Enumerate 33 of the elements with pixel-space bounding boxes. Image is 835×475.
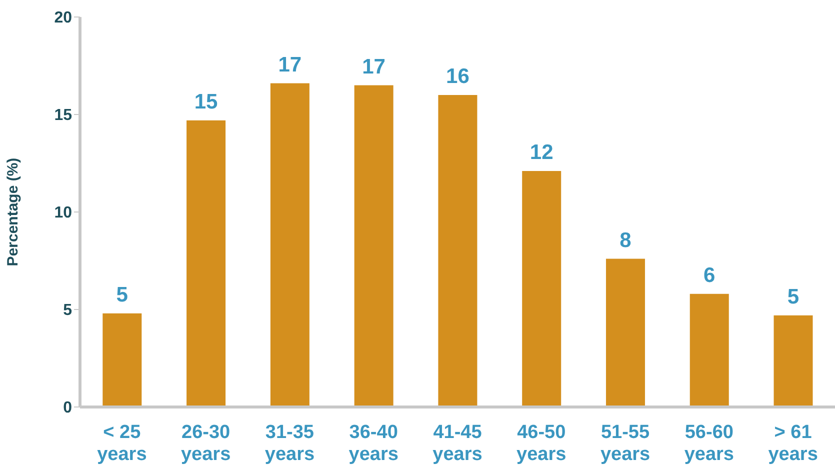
bar bbox=[690, 294, 729, 407]
bar bbox=[102, 313, 142, 407]
y-tick-label: 15 bbox=[54, 107, 72, 124]
data-label: 15 bbox=[194, 90, 218, 114]
x-tick-label: < 25 years bbox=[97, 422, 147, 465]
x-tick-label: 26-30 years bbox=[180, 422, 231, 465]
y-tick-label: 0 bbox=[63, 400, 72, 417]
bar bbox=[438, 95, 478, 407]
data-label: 17 bbox=[278, 53, 302, 76]
x-tick-label: 36-40 years bbox=[348, 422, 398, 465]
data-label: 12 bbox=[530, 141, 554, 164]
bar bbox=[522, 171, 562, 407]
bar bbox=[354, 85, 394, 407]
data-label: 5 bbox=[116, 283, 128, 306]
data-label: 8 bbox=[620, 228, 632, 252]
bar bbox=[606, 258, 645, 407]
bar bbox=[774, 315, 813, 407]
bar bbox=[270, 83, 310, 407]
x-tick-label: 41-45 years bbox=[432, 422, 482, 465]
data-label: 5 bbox=[787, 285, 800, 308]
y-tick-label: 10 bbox=[54, 204, 72, 222]
data-label: 16 bbox=[446, 65, 470, 88]
bar bbox=[186, 120, 226, 407]
x-tick-label: 31-35 years bbox=[264, 422, 315, 465]
y-tick-label: 5 bbox=[63, 302, 72, 320]
x-tick-label: 46-50 years bbox=[516, 422, 566, 465]
x-tick-label: 51-55 years bbox=[600, 422, 650, 465]
data-label: 17 bbox=[362, 55, 386, 78]
y-tick-label: 20 bbox=[54, 10, 72, 27]
y-axis-title: Percentage (%) bbox=[4, 158, 22, 266]
x-tick-label: > 61 years bbox=[768, 422, 818, 465]
data-label: 6 bbox=[704, 264, 716, 287]
x-tick-label: 56-60 years bbox=[684, 422, 734, 465]
